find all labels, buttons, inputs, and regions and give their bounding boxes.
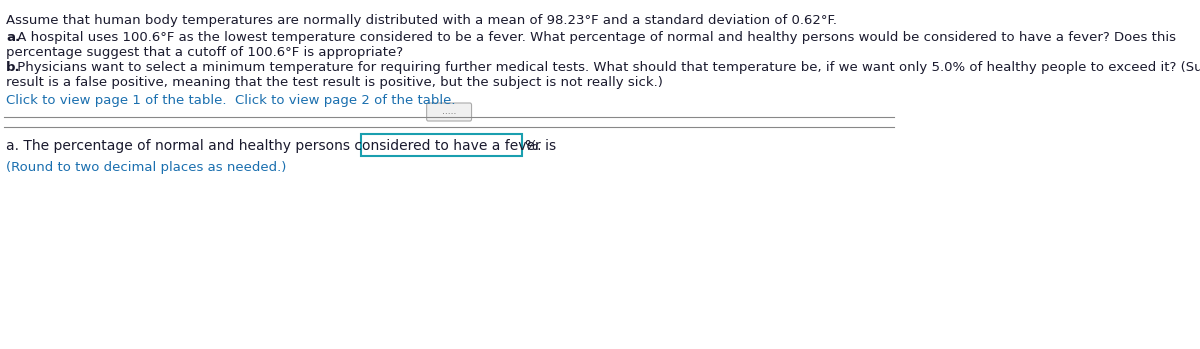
Text: Physicians want to select a minimum temperature for requiring further medical te: Physicians want to select a minimum temp… — [13, 61, 1200, 74]
Text: a. The percentage of normal and healthy persons considered to have a fever is: a. The percentage of normal and healthy … — [6, 139, 556, 153]
Text: .....: ..... — [442, 107, 456, 117]
Text: percentage suggest that a cutoff of 100.6°F is appropriate?: percentage suggest that a cutoff of 100.… — [6, 46, 403, 59]
Text: Click to view page 1 of the table.  Click to view page 2 of the table.: Click to view page 1 of the table. Click… — [6, 94, 456, 107]
FancyBboxPatch shape — [361, 134, 522, 156]
Text: b.: b. — [6, 61, 20, 74]
Text: (Round to two decimal places as needed.): (Round to two decimal places as needed.) — [6, 161, 287, 174]
Text: a.: a. — [6, 31, 20, 44]
Text: result is a false positive, meaning that the test result is positive, but the su: result is a false positive, meaning that… — [6, 76, 662, 89]
FancyBboxPatch shape — [427, 103, 472, 121]
Text: %.: %. — [524, 139, 542, 153]
Text: Assume that human body temperatures are normally distributed with a mean of 98.2: Assume that human body temperatures are … — [6, 14, 836, 27]
Text: A hospital uses 100.6°F as the lowest temperature considered to be a fever. What: A hospital uses 100.6°F as the lowest te… — [13, 31, 1176, 44]
